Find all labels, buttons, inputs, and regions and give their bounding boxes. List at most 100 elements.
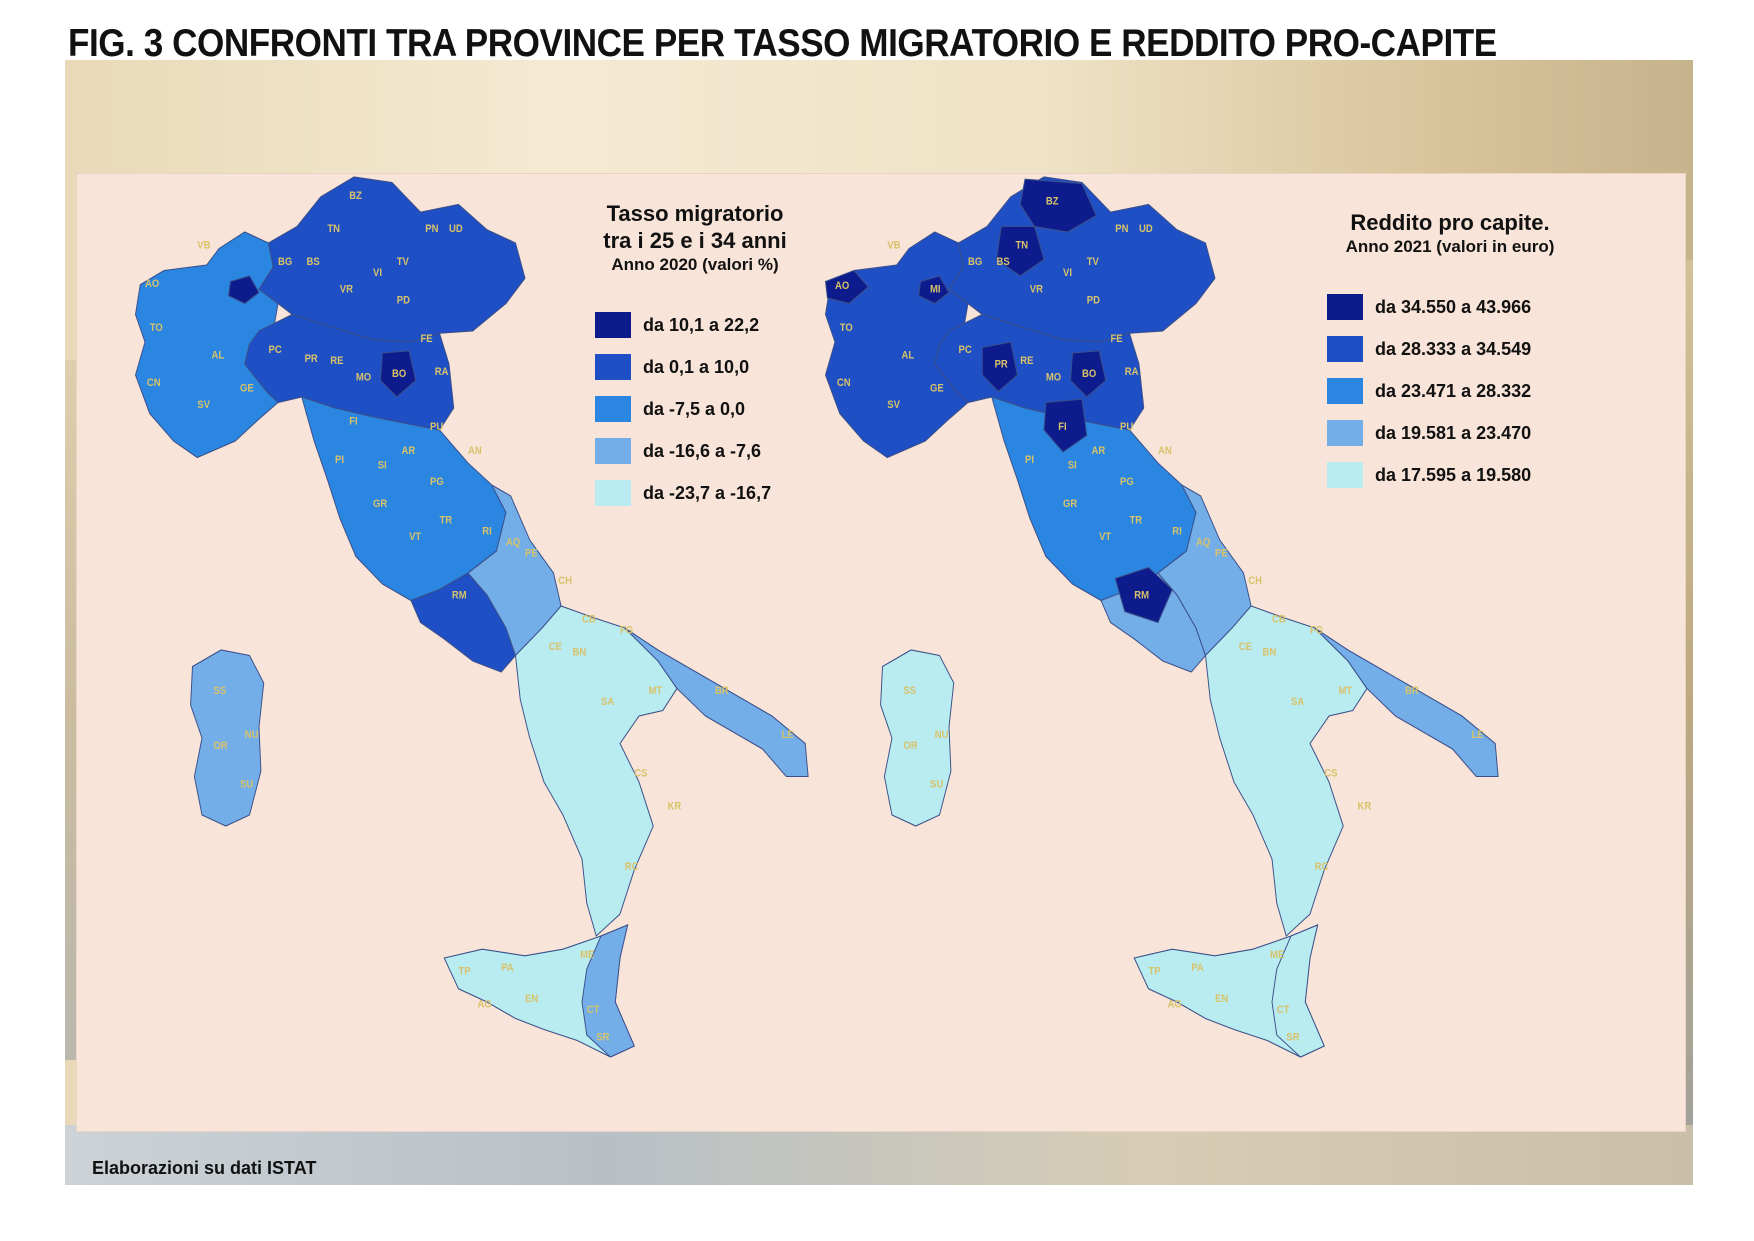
province-mi [228, 275, 260, 305]
svg-text:AL: AL [212, 350, 225, 362]
svg-text:AL: AL [902, 350, 915, 362]
svg-text:RC: RC [625, 861, 639, 873]
svg-text:EN: EN [1215, 993, 1228, 1005]
migration-highlights [228, 275, 417, 398]
svg-text:FG: FG [620, 625, 633, 637]
svg-text:BG: BG [278, 256, 292, 268]
svg-text:AN: AN [1158, 446, 1172, 458]
svg-text:AQ: AQ [1196, 537, 1210, 549]
svg-text:MI: MI [930, 284, 941, 296]
svg-text:AR: AR [402, 446, 416, 458]
svg-text:NU: NU [935, 729, 949, 741]
legend-label: da -23,7 a -16,7 [643, 482, 772, 503]
svg-text:PI: PI [335, 454, 344, 466]
svg-text:BS: BS [997, 256, 1010, 268]
svg-text:SI: SI [1068, 460, 1077, 472]
svg-text:CT: CT [587, 1004, 600, 1016]
svg-text:VI: VI [1063, 267, 1072, 279]
svg-text:CT: CT [1277, 1004, 1290, 1016]
svg-text:GE: GE [240, 383, 254, 395]
legend-label: da -16,6 a -7,6 [643, 440, 762, 461]
svg-text:SA: SA [1291, 696, 1305, 708]
svg-text:SI: SI [378, 460, 387, 472]
svg-text:ME: ME [580, 949, 594, 961]
province-bo [380, 350, 417, 398]
svg-text:LE: LE [1472, 729, 1484, 741]
maps-panel: BZ TN PN UD VB AO BG BS VI TV TO VR PD FE CN AL … [76, 173, 1686, 1132]
province-pr [981, 341, 1018, 393]
svg-text:SV: SV [887, 399, 900, 411]
svg-text:CH: CH [558, 575, 572, 587]
svg-text:OR: OR [903, 740, 918, 752]
svg-text:AN: AN [468, 446, 482, 458]
svg-text:TV: TV [1087, 256, 1099, 268]
svg-text:OR: OR [213, 740, 228, 752]
svg-text:BZ: BZ [349, 190, 362, 202]
svg-text:MO: MO [1046, 372, 1061, 384]
svg-text:UD: UD [449, 223, 463, 235]
svg-text:PA: PA [1191, 963, 1204, 975]
svg-text:PR: PR [995, 359, 1009, 371]
svg-text:AG: AG [478, 999, 492, 1011]
svg-text:VR: VR [340, 284, 354, 296]
svg-text:GR: GR [1063, 498, 1078, 510]
svg-text:TN: TN [327, 223, 340, 235]
svg-text:PN: PN [425, 223, 438, 235]
legend-item: da -16,6 a -7,6 [595, 430, 815, 472]
svg-text:VR: VR [1030, 284, 1044, 296]
svg-text:BZ: BZ [1046, 196, 1059, 208]
svg-text:BO: BO [392, 369, 406, 381]
legend-label: da 10,1 a 22,2 [643, 314, 760, 335]
svg-text:RM: RM [452, 590, 467, 602]
svg-text:KR: KR [668, 801, 682, 813]
svg-text:FG: FG [1310, 625, 1323, 637]
svg-text:CB: CB [1272, 614, 1286, 626]
svg-text:MT: MT [1339, 685, 1353, 697]
legend-item: da 17.595 a 19.580 [1327, 454, 1585, 496]
svg-text:VB: VB [197, 240, 210, 252]
svg-text:PG: PG [430, 476, 444, 488]
svg-text:PA: PA [501, 963, 514, 975]
migration-title-line1: Tasso migratorio [606, 201, 784, 226]
svg-text:CE: CE [1239, 641, 1252, 653]
svg-text:PN: PN [1115, 223, 1128, 235]
svg-text:AG: AG [1168, 999, 1182, 1011]
legend-label: da 23.471 a 28.332 [1375, 380, 1532, 401]
svg-text:PC: PC [269, 344, 283, 356]
svg-text:TR: TR [440, 515, 453, 527]
legend-label: da 0,1 a 10,0 [643, 356, 750, 377]
svg-text:SU: SU [930, 779, 943, 791]
province-ao [824, 269, 869, 305]
svg-text:UD: UD [1139, 223, 1153, 235]
svg-text:FE: FE [421, 333, 433, 345]
svg-text:SU: SU [240, 779, 253, 791]
svg-text:SS: SS [903, 685, 916, 697]
svg-text:VT: VT [409, 531, 422, 543]
legend-item: da -7,5 a 0,0 [595, 388, 815, 430]
svg-text:PE: PE [1215, 548, 1228, 560]
legend-item: da -23,7 a -16,7 [595, 472, 815, 514]
svg-text:RI: RI [482, 526, 492, 538]
svg-text:RI: RI [1172, 526, 1182, 538]
svg-text:BS: BS [307, 256, 320, 268]
svg-text:FI: FI [349, 416, 358, 428]
svg-text:SR: SR [1286, 1032, 1300, 1044]
svg-text:CE: CE [549, 641, 562, 653]
svg-text:PU: PU [430, 421, 443, 433]
svg-text:RE: RE [1020, 355, 1033, 367]
svg-text:NU: NU [245, 729, 259, 741]
svg-text:TN: TN [1016, 240, 1029, 252]
svg-text:AO: AO [835, 281, 849, 293]
svg-text:TR: TR [1130, 515, 1143, 527]
svg-text:PE: PE [525, 548, 538, 560]
svg-text:FE: FE [1111, 333, 1123, 345]
svg-text:CS: CS [634, 768, 647, 780]
svg-text:VI: VI [373, 267, 382, 279]
svg-text:CB: CB [582, 614, 596, 626]
svg-text:CS: CS [1324, 768, 1337, 780]
legend-item: da 23.471 a 28.332 [1327, 370, 1585, 412]
svg-text:RA: RA [435, 366, 449, 378]
income-legend: Reddito pro capite. Anno 2021 (valori in… [1315, 209, 1585, 496]
